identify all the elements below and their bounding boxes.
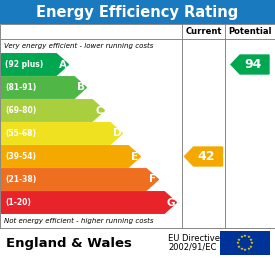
Text: ★: ★ <box>237 238 241 241</box>
Text: ★: ★ <box>236 241 240 245</box>
Polygon shape <box>0 100 104 121</box>
Text: (1-20): (1-20) <box>5 198 31 207</box>
Text: ★: ★ <box>249 245 253 248</box>
Polygon shape <box>231 55 269 74</box>
Text: (92 plus): (92 plus) <box>5 60 43 69</box>
Text: E: E <box>131 151 139 162</box>
Bar <box>220 231 270 255</box>
Text: Current: Current <box>185 27 222 36</box>
Text: ★: ★ <box>240 235 243 239</box>
Text: ★: ★ <box>240 247 243 251</box>
Text: ★: ★ <box>243 234 247 238</box>
Text: (55-68): (55-68) <box>5 129 36 138</box>
Polygon shape <box>0 192 176 213</box>
Polygon shape <box>0 146 141 167</box>
Text: A: A <box>59 60 67 69</box>
Text: (39-54): (39-54) <box>5 152 36 161</box>
Text: 94: 94 <box>244 58 262 71</box>
Polygon shape <box>0 77 86 98</box>
Text: 42: 42 <box>198 150 215 163</box>
Text: EU Directive: EU Directive <box>168 234 220 243</box>
Text: ★: ★ <box>237 245 241 248</box>
Text: C: C <box>95 106 103 116</box>
Text: Potential: Potential <box>228 27 272 36</box>
Text: D: D <box>113 128 121 139</box>
Text: Energy Efficiency Rating: Energy Efficiency Rating <box>36 4 239 20</box>
Text: ★: ★ <box>247 247 251 251</box>
Text: ★: ★ <box>250 241 254 245</box>
Text: (21-38): (21-38) <box>5 175 36 184</box>
Text: ★: ★ <box>247 235 251 239</box>
Text: F: F <box>149 174 156 184</box>
Polygon shape <box>0 169 158 190</box>
Polygon shape <box>185 147 222 166</box>
Text: B: B <box>77 83 85 93</box>
Bar <box>0 24 275 228</box>
Polygon shape <box>0 123 122 144</box>
Bar <box>0 0 275 24</box>
Text: Not energy efficient - higher running costs: Not energy efficient - higher running co… <box>4 218 153 224</box>
Text: ★: ★ <box>249 238 253 241</box>
Text: G: G <box>167 198 175 207</box>
Text: (81-91): (81-91) <box>5 83 36 92</box>
Text: England & Wales: England & Wales <box>6 237 132 249</box>
Text: (69-80): (69-80) <box>5 106 36 115</box>
Text: ★: ★ <box>243 248 247 252</box>
Text: Very energy efficient - lower running costs: Very energy efficient - lower running co… <box>4 43 153 49</box>
Polygon shape <box>0 54 68 75</box>
Text: 2002/91/EC: 2002/91/EC <box>168 243 216 252</box>
